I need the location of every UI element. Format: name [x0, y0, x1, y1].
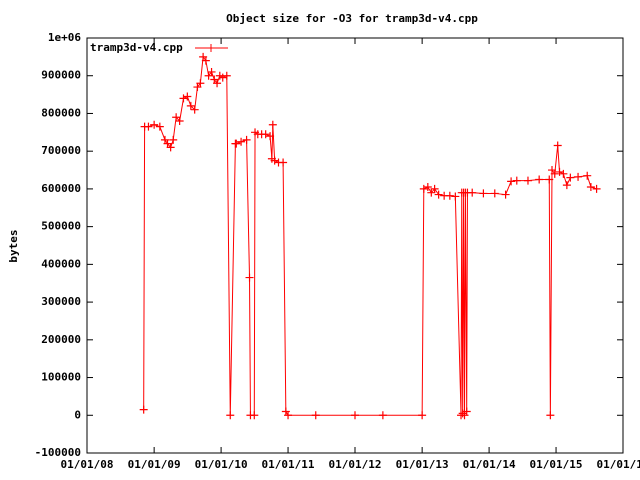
point-marker [468, 188, 477, 197]
point-marker [418, 411, 427, 420]
point-marker [555, 167, 564, 176]
series-line [143, 55, 597, 416]
point-marker [226, 411, 235, 420]
x-tick-label: 01/01/15 [530, 458, 583, 471]
point-marker [434, 190, 443, 199]
point-marker [144, 122, 153, 131]
point-marker [545, 175, 554, 184]
y-tick-label: 900000 [41, 69, 81, 82]
point-marker [270, 156, 279, 165]
point-marker [586, 183, 595, 192]
point-marker [232, 139, 241, 148]
x-tick-label: 01/01/14 [463, 458, 516, 471]
point-marker [179, 94, 188, 103]
x-tick-label: 01/01/16 [597, 458, 640, 471]
point-marker [201, 56, 210, 65]
point-marker [172, 113, 181, 122]
point-marker [550, 169, 559, 178]
point-marker [458, 409, 467, 418]
x-tick-label: 01/01/11 [262, 458, 315, 471]
point-marker [242, 135, 251, 144]
y-tick-label: 500000 [41, 220, 81, 233]
point-marker [190, 105, 199, 114]
point-marker [419, 184, 428, 193]
x-tick-label: 01/01/12 [329, 458, 382, 471]
point-marker [175, 117, 184, 125]
point-marker [222, 71, 231, 80]
point-marker [150, 120, 159, 129]
point-marker [183, 92, 192, 101]
y-tick-label: 0 [74, 408, 81, 421]
point-marker [237, 137, 246, 146]
y-tick-label: 100000 [41, 371, 81, 384]
point-marker [462, 407, 471, 416]
point-marker [166, 143, 175, 152]
point-marker [169, 135, 178, 144]
legend-label: tramp3d-v4.cpp [90, 41, 183, 54]
point-marker [562, 181, 571, 190]
point-marker [566, 173, 575, 182]
point-marker [284, 411, 293, 420]
point-marker [479, 189, 488, 198]
point-marker [279, 158, 288, 167]
point-marker [583, 171, 592, 180]
point-marker [378, 411, 387, 420]
point-marker [207, 67, 216, 76]
point-marker [261, 130, 270, 139]
x-tick-label: 01/01/13 [396, 458, 449, 471]
point-marker [268, 120, 277, 129]
point-marker [523, 176, 532, 185]
point-marker [196, 79, 205, 88]
point-marker [266, 132, 275, 141]
point-marker [155, 122, 164, 131]
point-marker [535, 175, 544, 184]
point-marker [507, 177, 516, 186]
point-marker [559, 169, 568, 178]
x-tick-label: 01/01/09 [128, 458, 181, 471]
point-marker [546, 411, 555, 420]
point-marker [245, 273, 254, 282]
point-marker [250, 411, 259, 420]
point-marker [139, 405, 148, 414]
y-tick-label: 700000 [41, 144, 81, 157]
point-marker [592, 184, 601, 193]
y-tick-label: 1e+06 [48, 31, 81, 44]
chart-title: Object size for -O3 for tramp3d-v4.cpp [226, 12, 478, 25]
point-marker [490, 189, 499, 198]
y-tick-label: 800000 [41, 106, 81, 119]
y-tick-label: -100000 [35, 446, 81, 459]
point-marker [351, 411, 359, 420]
plot-border [86, 37, 624, 454]
legend-marker [207, 44, 215, 52]
y-axis-label: bytes [7, 229, 20, 262]
point-marker [574, 172, 583, 181]
point-marker [423, 183, 432, 192]
y-tick-label: 300000 [41, 295, 81, 308]
point-marker [186, 101, 195, 110]
point-marker [427, 188, 436, 197]
point-marker [512, 176, 521, 185]
y-tick-label: 400000 [41, 257, 81, 270]
point-marker [451, 192, 460, 201]
point-marker [501, 190, 510, 199]
x-tick-label: 01/01/10 [195, 458, 248, 471]
point-marker [445, 191, 454, 200]
y-tick-label: 200000 [41, 333, 81, 346]
point-marker [218, 73, 227, 82]
point-marker [553, 141, 562, 150]
point-marker [311, 411, 320, 420]
point-marker [430, 184, 439, 193]
point-marker [213, 79, 222, 88]
x-tick-label: 01/01/08 [61, 458, 114, 471]
y-tick-label: 600000 [41, 182, 81, 195]
